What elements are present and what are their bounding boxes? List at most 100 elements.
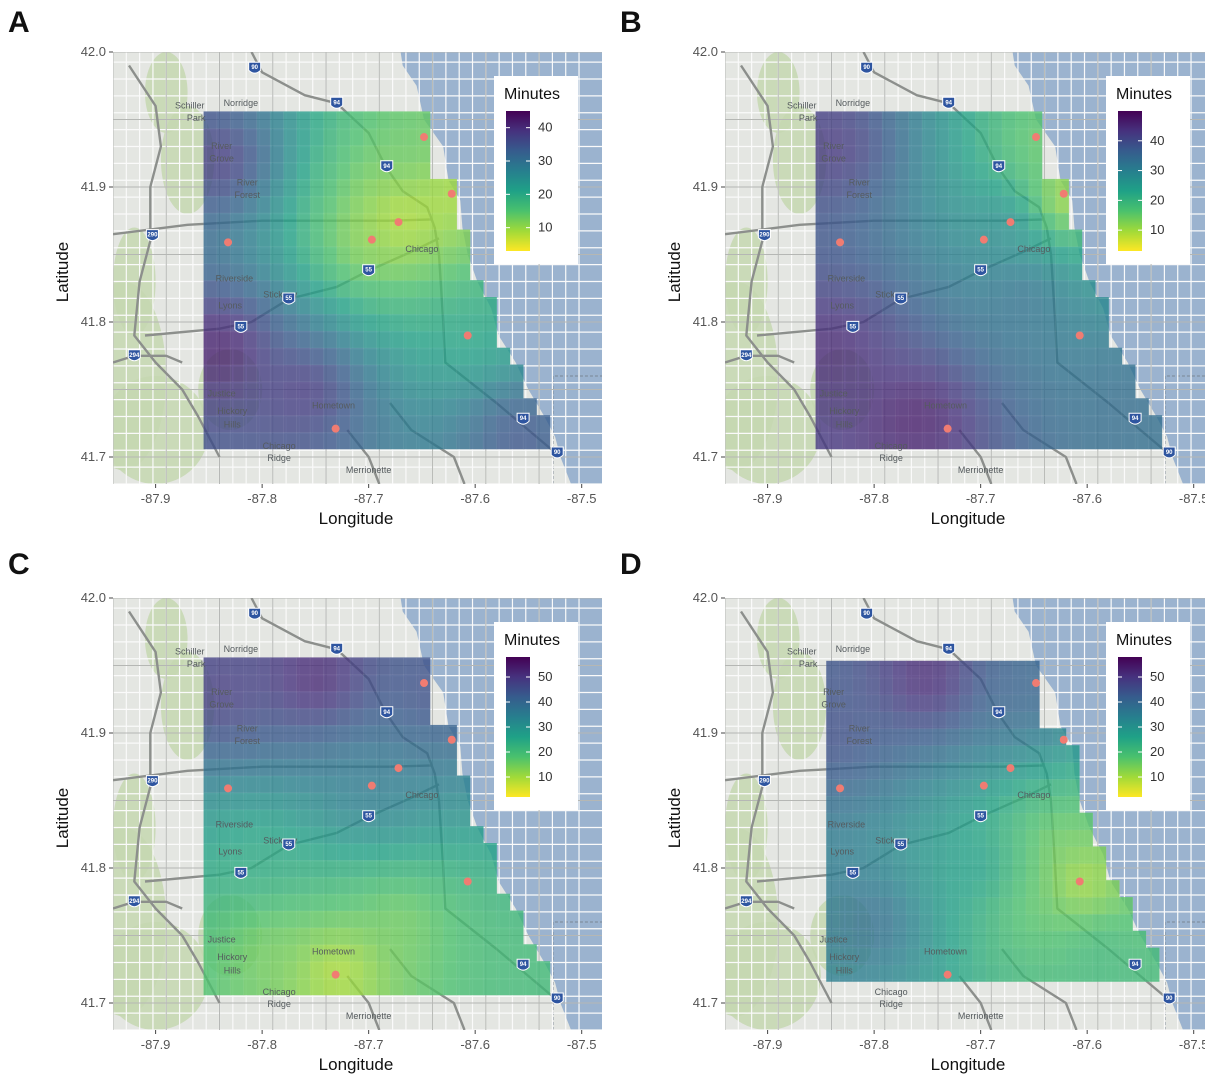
- legend-tick-label: 30: [538, 153, 552, 168]
- heatmap-cell: [349, 758, 364, 777]
- shield-number: 294: [741, 899, 752, 905]
- x-tick-label: -87.8: [859, 491, 889, 506]
- x-tick-label: -87.8: [859, 1037, 889, 1052]
- heatmap-cell: [323, 724, 338, 743]
- heatmap-cell: [203, 246, 218, 264]
- heatmap-cell: [456, 279, 471, 298]
- heatmap-cell: [1065, 964, 1080, 983]
- heatmap-cell: [815, 347, 830, 366]
- heatmap-cell: [456, 398, 471, 416]
- heatmap-cell: [1092, 896, 1107, 915]
- heatmap-cell: [1028, 347, 1043, 366]
- station-point: [367, 235, 376, 244]
- heatmap-cell: [442, 977, 458, 996]
- heatmap-cell: [1068, 431, 1083, 450]
- heatmap-cell: [363, 792, 378, 810]
- heatmap-cell: [999, 913, 1014, 932]
- heatmap-cell: [1012, 930, 1027, 949]
- place-label: Grove: [821, 153, 846, 163]
- x-tick-label: -87.9: [141, 1037, 171, 1052]
- heatmap-cell: [403, 876, 418, 895]
- heatmap-cell: [256, 859, 271, 878]
- heatmap-cell: [482, 859, 498, 878]
- heatmap-cell: [1092, 863, 1107, 881]
- heatmap-cell: [985, 728, 1000, 746]
- heatmap-cell: [865, 896, 881, 915]
- heatmap-cell: [243, 414, 258, 433]
- heatmap-cell: [999, 795, 1014, 814]
- heatmap-cell: [296, 296, 311, 315]
- heatmap-cell: [985, 879, 1000, 898]
- heatmap-cell: [323, 144, 338, 163]
- heatmap-cell: [1012, 913, 1027, 932]
- heatmap-cell: [456, 842, 471, 861]
- station-point: [463, 331, 472, 340]
- heatmap-cell: [403, 144, 418, 163]
- x-tick-label: -87.8: [247, 491, 277, 506]
- heatmap-cell: [948, 431, 963, 450]
- heatmap-cell: [988, 212, 1003, 231]
- heatmap-cell: [309, 842, 325, 861]
- map-chart: SchillerParkNorridgeRiverGroveRiverFores…: [53, 44, 602, 528]
- heatmap-cell: [442, 960, 458, 979]
- heatmap-cell: [296, 859, 311, 878]
- heatmap-cell: [376, 724, 391, 743]
- heatmap-cell: [932, 879, 947, 898]
- x-tick-label: -87.6: [1072, 491, 1102, 506]
- heatmap-cell: [919, 896, 934, 915]
- heatmap-cell: [972, 930, 987, 949]
- heatmap-cell: [469, 825, 484, 844]
- place-label: Park: [799, 659, 818, 669]
- heatmap-cell: [1038, 879, 1054, 898]
- heatmap-cell: [536, 977, 551, 996]
- heatmap-cell: [309, 195, 325, 214]
- heatmap-cell: [895, 381, 910, 399]
- heatmap-cell: [349, 279, 364, 298]
- heatmap-cell: [309, 246, 325, 264]
- heatmap-cell: [1081, 279, 1096, 298]
- heatmap-cell: [881, 313, 897, 332]
- heatmap-cell: [839, 744, 854, 763]
- place-label: Hills: [836, 419, 853, 429]
- heatmap-cell: [1001, 414, 1016, 433]
- heatmap-cell: [1015, 296, 1030, 315]
- heatmap-cell: [416, 347, 431, 366]
- heatmap-cell: [389, 910, 404, 929]
- heatmap-cell: [1041, 364, 1056, 383]
- heatmap-cell: [879, 930, 894, 949]
- heatmap-cell: [825, 761, 841, 780]
- heatmap-cell: [456, 313, 471, 332]
- legend-tick-label: 50: [1150, 669, 1164, 684]
- heatmap-cell: [336, 910, 351, 929]
- heatmap-cell: [975, 178, 990, 197]
- heatmap-cell: [828, 178, 843, 197]
- heatmap-cell: [403, 910, 418, 929]
- heatmap-cell: [243, 330, 258, 349]
- heatmap-cell: [935, 296, 950, 315]
- heatmap-cell: [389, 296, 404, 315]
- shield-number: 94: [1132, 416, 1139, 422]
- heatmap-cell: [1001, 398, 1016, 416]
- heatmap-cell: [1094, 381, 1110, 399]
- interstate-shield-icon: [974, 810, 988, 823]
- heatmap-cell: [283, 690, 298, 709]
- heatmap-cell: [509, 977, 524, 996]
- heatmap-cell: [389, 809, 404, 827]
- heatmap-cell: [349, 330, 364, 349]
- heatmap-cell: [416, 825, 431, 844]
- heatmap-cell: [269, 263, 285, 281]
- heatmap-cell: [879, 744, 894, 763]
- panel-letter: A: [8, 6, 30, 39]
- place-label: Forest: [234, 736, 260, 746]
- heatmap-cell: [309, 313, 325, 332]
- heatmap-cell: [376, 128, 391, 146]
- heatmap-cell: [363, 330, 378, 349]
- heatmap-cell: [999, 964, 1014, 983]
- heatmap-cell: [309, 960, 325, 979]
- heatmap-cell: [283, 195, 298, 214]
- heatmap-cell: [1041, 313, 1056, 332]
- heatmap-cell: [283, 741, 298, 760]
- heatmap-cell: [216, 313, 231, 332]
- heatmap-cell: [892, 660, 907, 679]
- heatmap-cell: [1108, 347, 1123, 366]
